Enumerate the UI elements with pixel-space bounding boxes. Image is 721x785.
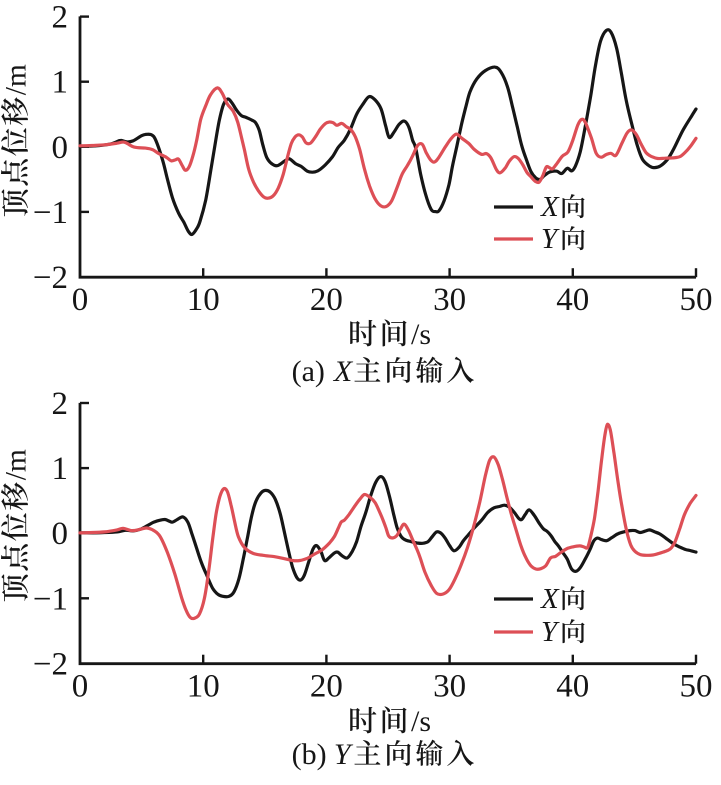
svg-text:50: 50 [680, 669, 713, 705]
svg-text:0: 0 [72, 669, 89, 705]
svg-text:30: 30 [433, 282, 466, 318]
svg-text:(b): (b) [292, 738, 327, 771]
svg-text:Y: Y [541, 616, 560, 648]
svg-text:−1: −1 [33, 581, 68, 617]
svg-text:10: 10 [187, 669, 220, 705]
svg-text:X: X [333, 355, 354, 388]
svg-text:Y: Y [541, 223, 560, 255]
svg-text:0: 0 [52, 130, 69, 166]
svg-text:X: X [540, 191, 560, 223]
svg-text:0: 0 [72, 282, 89, 318]
svg-text:/s: /s [411, 318, 431, 351]
svg-text:/m: /m [1, 449, 33, 480]
svg-text:40: 40 [556, 282, 589, 318]
svg-text:40: 40 [556, 669, 589, 705]
svg-text:1: 1 [52, 451, 69, 487]
svg-text:/s: /s [411, 705, 431, 738]
svg-text:30: 30 [433, 669, 466, 705]
svg-text:2: 2 [52, 386, 69, 422]
svg-text:0: 0 [52, 516, 69, 552]
svg-text:Y: Y [334, 738, 354, 771]
svg-text:(a): (a) [292, 355, 325, 388]
svg-text:20: 20 [310, 669, 343, 705]
svg-text:50: 50 [680, 282, 713, 318]
svg-text:2: 2 [52, 0, 69, 36]
svg-text:−2: −2 [33, 260, 68, 296]
svg-text:/m: /m [1, 64, 33, 95]
svg-text:20: 20 [310, 282, 343, 318]
svg-text:10: 10 [187, 282, 220, 318]
svg-text:−2: −2 [33, 646, 68, 682]
svg-text:1: 1 [52, 65, 69, 101]
svg-text:−1: −1 [33, 195, 68, 231]
svg-text:X: X [540, 583, 560, 615]
